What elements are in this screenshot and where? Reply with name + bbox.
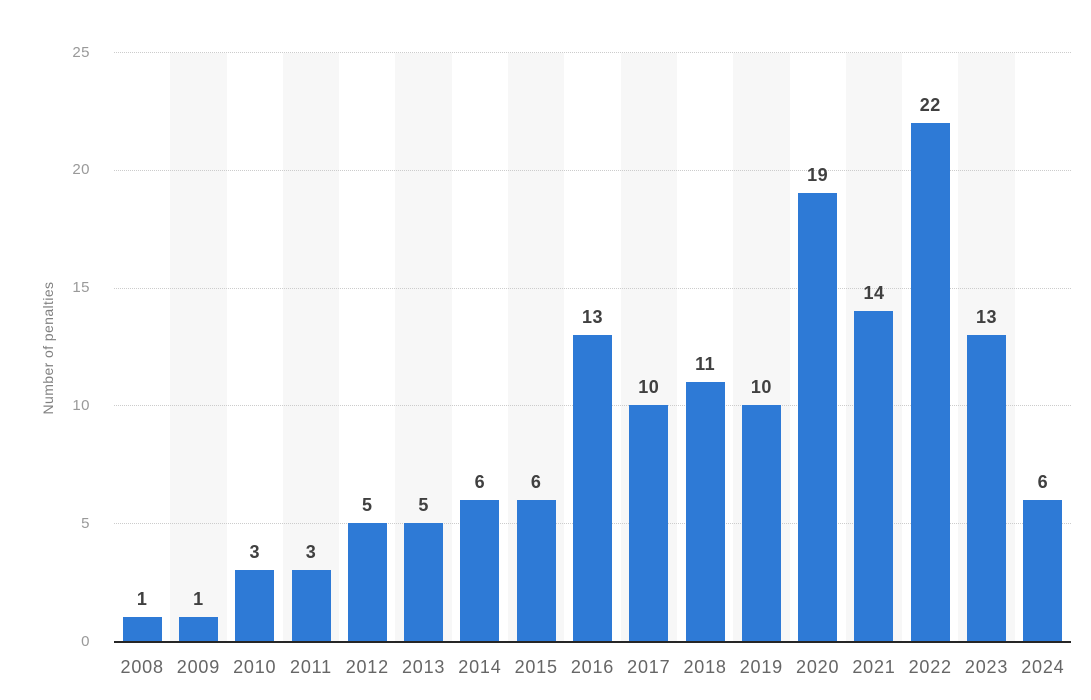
- bar-2008[interactable]: [122, 617, 162, 641]
- x-tick-label-2011: 2011: [290, 657, 332, 677]
- category-band-2008: 1: [114, 53, 170, 641]
- category-band-2013: 5: [395, 53, 452, 641]
- bar-2023[interactable]: [967, 334, 1007, 641]
- x-axis-labels: 2008 2009 2010 2011 2012 2013 2014 2015 2016 2017…: [114, 655, 1071, 679]
- bar-2009[interactable]: [178, 617, 218, 641]
- bar-2012[interactable]: [347, 523, 387, 641]
- value-label-2016: 13: [581, 306, 603, 327]
- bar-2015[interactable]: [516, 499, 556, 641]
- x-tick-label-2022: 2022: [908, 657, 952, 677]
- value-label-2012: 5: [362, 495, 373, 516]
- category-band-2019: 10: [733, 53, 790, 641]
- value-label-2008: 1: [136, 589, 148, 610]
- bar-2010[interactable]: [235, 570, 275, 641]
- value-label-2010: 3: [249, 542, 260, 563]
- x-tick-label-2017: 2017: [627, 657, 671, 677]
- y-tick-label-0: 0: [81, 632, 90, 650]
- x-tick-label-2021: 2021: [852, 657, 896, 677]
- y-tick-label-5: 5: [81, 514, 90, 532]
- x-tick-label-2013: 2013: [401, 657, 446, 677]
- category-band-2018: 11: [677, 53, 733, 641]
- category-band-2009: 1: [170, 53, 227, 641]
- bar-2013[interactable]: [404, 523, 444, 641]
- category-band-2022: 22: [902, 53, 958, 641]
- x-tick-label-2015: 2015: [514, 657, 558, 677]
- category-band-2023: 13: [958, 53, 1015, 641]
- value-label-2018: 11: [695, 353, 716, 374]
- value-label-2019: 10: [750, 377, 772, 398]
- value-label-2020: 19: [807, 165, 829, 186]
- gridline-25: [114, 52, 1071, 53]
- value-label-2021: 14: [863, 283, 885, 304]
- y-tick-label-10: 10: [72, 396, 90, 414]
- bar-2024[interactable]: [1023, 499, 1063, 641]
- x-tick-label-2024: 2024: [1021, 657, 1065, 677]
- category-band-2021: 14: [845, 53, 903, 641]
- x-axis-line: [114, 641, 1071, 643]
- bar-2011[interactable]: [291, 570, 331, 641]
- gridline-15: [114, 287, 1071, 289]
- x-tick-label-2023: 2023: [964, 657, 1009, 677]
- value-label-2024: 6: [1037, 471, 1049, 492]
- x-tick-label-2018: 2018: [683, 657, 727, 677]
- category-band-2024: 6: [1015, 53, 1071, 641]
- bar-2019[interactable]: [741, 405, 781, 641]
- category-band-2020: 19: [790, 53, 846, 641]
- value-label-2011: 3: [305, 542, 317, 563]
- x-tick-label-2012: 2012: [345, 657, 389, 677]
- value-label-2022: 22: [919, 94, 941, 115]
- category-band-2012: 5: [339, 53, 395, 641]
- bar-2022[interactable]: [910, 122, 950, 641]
- x-tick-label-2016: 2016: [570, 657, 615, 677]
- value-label-2023: 13: [976, 306, 998, 327]
- category-band-2011: 3: [282, 53, 340, 641]
- value-label-2009: 1: [193, 589, 204, 610]
- value-label-2015: 6: [530, 471, 542, 492]
- x-tick-label-2010: 2010: [233, 657, 277, 677]
- x-tick-label-2008: 2008: [120, 657, 164, 677]
- category-band-2010: 3: [227, 53, 283, 641]
- bar-2020[interactable]: [798, 193, 838, 641]
- value-label-2017: 10: [638, 377, 660, 398]
- bar-2021[interactable]: [854, 311, 894, 641]
- x-tick-label-2020: 2020: [796, 657, 840, 677]
- category-band-2014: 6: [452, 53, 508, 641]
- plot-area: 1 1 3 3 5 5 6 6 13 10 11 10 19 14 22 13 6: [114, 52, 1071, 641]
- x-tick-label-2009: 2009: [176, 657, 221, 677]
- bar-2016[interactable]: [572, 334, 612, 641]
- x-tick-label-2014: 2014: [458, 657, 502, 677]
- y-tick-label-15: 15: [72, 279, 90, 297]
- category-band-2015: 6: [508, 53, 565, 641]
- bar-2017[interactable]: [629, 405, 669, 641]
- category-band-2017: 10: [620, 53, 677, 641]
- bar-2018[interactable]: [685, 381, 725, 641]
- x-tick-label-2019: 2019: [739, 657, 783, 677]
- value-label-2014: 6: [474, 471, 486, 492]
- value-label-2013: 5: [418, 495, 429, 516]
- bar-2014[interactable]: [460, 499, 500, 641]
- gridline-20: [114, 169, 1071, 171]
- y-tick-label-25: 25: [72, 43, 90, 61]
- y-tick-label-20: 20: [72, 161, 90, 179]
- category-band-2016: 13: [564, 53, 620, 641]
